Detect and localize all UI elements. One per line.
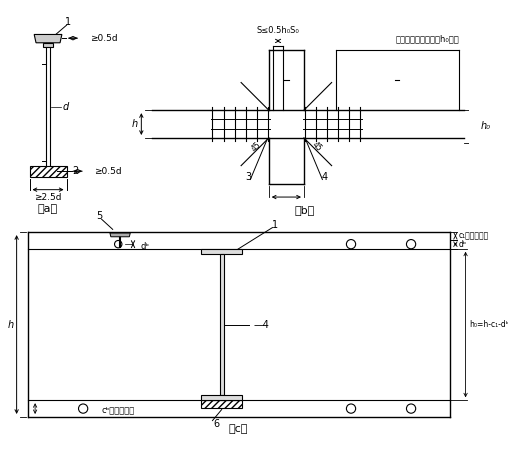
- Bar: [29, 166, 67, 177]
- Text: cᵇ板面保护层: cᵇ板面保护层: [102, 405, 135, 414]
- Text: —4: —4: [253, 319, 269, 329]
- Text: d: d: [63, 101, 69, 111]
- Polygon shape: [201, 249, 242, 254]
- Text: 45: 45: [310, 140, 324, 154]
- Text: ≥0.5d: ≥0.5d: [94, 167, 122, 176]
- Text: 满足计算要求再延长h₀长度: 满足计算要求再延长h₀长度: [395, 34, 459, 43]
- Text: 45: 45: [249, 140, 263, 154]
- Polygon shape: [110, 233, 130, 237]
- Text: 1: 1: [66, 18, 72, 28]
- Text: 5: 5: [96, 212, 102, 222]
- Text: 3: 3: [245, 172, 251, 182]
- Text: （c）: （c）: [229, 424, 248, 434]
- Text: （b）: （b）: [295, 205, 315, 215]
- Text: h₀=h-c₁-dᵇ: h₀=h-c₁-dᵇ: [469, 320, 508, 329]
- Text: h: h: [8, 319, 14, 329]
- Text: 2: 2: [73, 166, 79, 176]
- Text: S≤0.5h₀S₀: S≤0.5h₀S₀: [257, 26, 299, 35]
- Text: h₀: h₀: [481, 121, 490, 131]
- Text: h: h: [132, 119, 138, 129]
- Text: dᵇ: dᵇ: [140, 241, 149, 251]
- Polygon shape: [34, 34, 62, 43]
- Text: dᵇ: dᵇ: [459, 240, 467, 249]
- Polygon shape: [220, 254, 224, 395]
- Text: c₁板面保护层: c₁板面保护层: [459, 231, 489, 241]
- Polygon shape: [201, 395, 242, 400]
- Text: 1: 1: [272, 220, 278, 230]
- Text: ≥2.5d: ≥2.5d: [34, 193, 62, 202]
- Text: （a）: （a）: [38, 204, 58, 214]
- Text: 6: 6: [213, 419, 219, 429]
- Polygon shape: [43, 43, 53, 48]
- Text: 4: 4: [321, 172, 327, 182]
- Bar: [201, 400, 242, 408]
- Text: ≥0.5d: ≥0.5d: [89, 34, 117, 43]
